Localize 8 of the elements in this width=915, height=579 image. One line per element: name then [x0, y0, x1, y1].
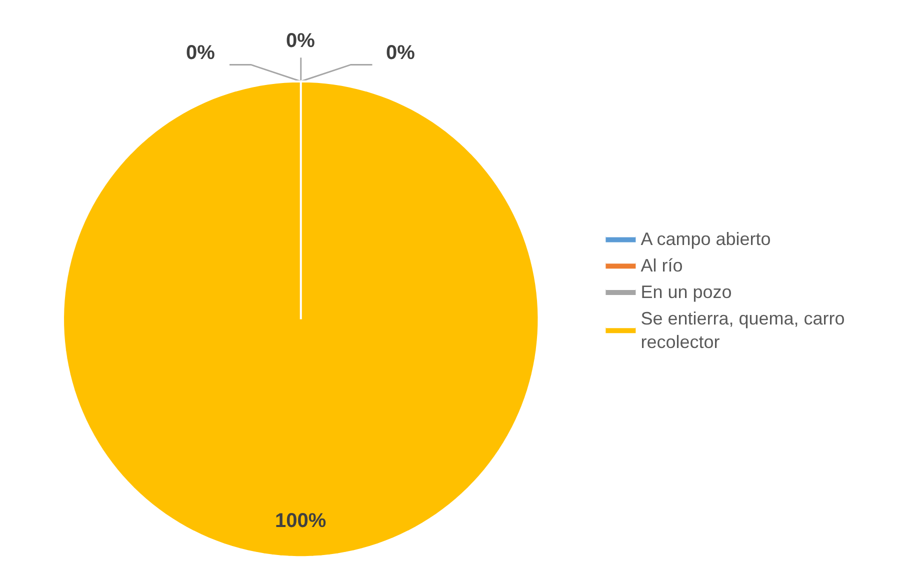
legend-label: Se entierra, quema, carro recolector — [640, 308, 845, 352]
text: 0% — [386, 42, 415, 64]
legend-label: A campo abierto — [640, 229, 771, 250]
text: 0% — [286, 30, 315, 52]
data-label: 100% — [275, 510, 326, 532]
legend-label: Al río — [640, 256, 683, 276]
text: 0% — [186, 42, 215, 64]
legend-label: En un pozo — [640, 282, 732, 302]
